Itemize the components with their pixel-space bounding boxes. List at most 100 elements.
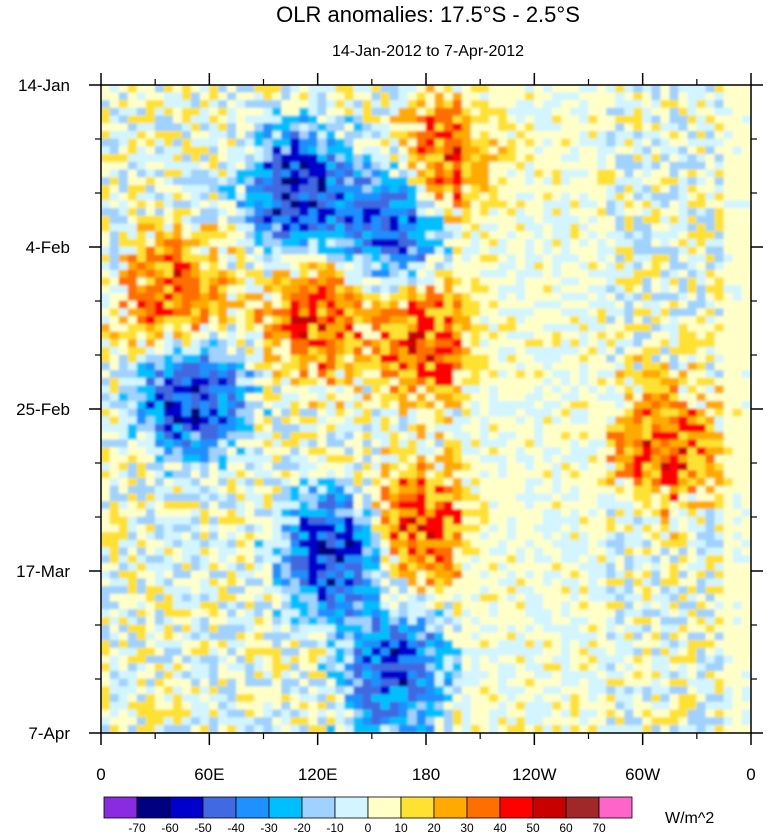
heatmap-cell bbox=[335, 215, 346, 225]
heatmap-cell bbox=[552, 292, 562, 302]
heatmap-cell bbox=[732, 447, 743, 456]
heatmap-cell bbox=[236, 478, 246, 487]
heatmap-cell bbox=[353, 292, 364, 302]
heatmap-cell bbox=[335, 238, 346, 248]
heatmap-cell bbox=[515, 439, 526, 448]
heatmap-cell bbox=[200, 100, 210, 109]
heatmap-cell bbox=[344, 192, 355, 202]
heatmap-cell bbox=[479, 570, 490, 580]
heatmap-cell bbox=[380, 370, 391, 379]
heatmap-cell bbox=[218, 285, 228, 294]
heatmap-cell bbox=[209, 431, 219, 441]
heatmap-cell bbox=[732, 501, 743, 510]
heatmap-cell bbox=[398, 92, 409, 101]
heatmap-cell bbox=[425, 215, 436, 225]
heatmap-cell bbox=[615, 562, 625, 572]
heatmap-cell bbox=[335, 85, 346, 94]
heatmap-cell bbox=[452, 377, 463, 387]
heatmap-cell bbox=[534, 115, 544, 124]
heatmap-cell bbox=[281, 508, 291, 518]
heatmap-cell bbox=[561, 285, 571, 294]
heatmap-cell bbox=[190, 316, 201, 325]
heatmap-cell bbox=[190, 385, 201, 394]
heatmap-cell bbox=[723, 100, 734, 109]
heatmap-cell bbox=[227, 393, 237, 402]
heatmap-cell bbox=[525, 385, 535, 394]
heatmap-cell bbox=[190, 246, 201, 256]
heatmap-cell bbox=[705, 138, 716, 148]
heatmap-cell bbox=[669, 238, 680, 248]
heatmap-cell bbox=[534, 408, 544, 418]
heatmap-cell bbox=[488, 300, 499, 310]
heatmap-cell bbox=[416, 593, 427, 603]
heatmap-cell bbox=[181, 115, 192, 124]
heatmap-cell bbox=[515, 601, 526, 610]
heatmap-cell bbox=[633, 85, 643, 94]
heatmap-cell bbox=[579, 285, 589, 294]
heatmap-cell bbox=[534, 508, 544, 518]
heatmap-cell bbox=[714, 169, 725, 178]
heatmap-cell bbox=[163, 424, 174, 433]
heatmap-cell bbox=[687, 532, 698, 541]
heatmap-cell bbox=[651, 123, 662, 132]
heatmap-cell bbox=[425, 508, 436, 518]
heatmap-cell bbox=[525, 586, 535, 595]
heatmap-cell bbox=[398, 316, 409, 325]
heatmap-cell bbox=[227, 292, 237, 302]
heatmap-cell bbox=[227, 609, 237, 618]
heatmap-cell bbox=[398, 447, 409, 456]
heatmap-cell bbox=[290, 616, 300, 626]
heatmap-cell bbox=[561, 593, 571, 603]
heatmap-cell bbox=[163, 85, 174, 94]
heatmap-cell bbox=[515, 192, 526, 202]
heatmap-cell bbox=[425, 285, 436, 294]
heatmap-cell bbox=[633, 601, 643, 610]
heatmap-cell bbox=[443, 100, 454, 109]
heatmap-cell bbox=[154, 616, 165, 626]
heatmap-cell bbox=[642, 92, 652, 101]
heatmap-cell bbox=[245, 370, 255, 379]
heatmap-cell bbox=[714, 470, 725, 479]
heatmap-cell bbox=[579, 609, 589, 618]
heatmap-cell bbox=[561, 416, 571, 425]
heatmap-cell bbox=[163, 269, 174, 279]
heatmap-cell bbox=[497, 107, 508, 117]
heatmap-cell bbox=[434, 609, 445, 618]
heatmap-cell bbox=[741, 501, 751, 510]
heatmap-cell bbox=[181, 354, 192, 364]
heatmap-cell bbox=[154, 215, 165, 225]
heatmap-cell bbox=[479, 308, 490, 317]
heatmap-cell bbox=[362, 346, 373, 356]
heatmap-cell bbox=[651, 177, 662, 186]
heatmap-cell bbox=[669, 555, 680, 564]
heatmap-cell bbox=[263, 262, 273, 271]
heatmap-cell bbox=[470, 377, 481, 387]
heatmap-cell bbox=[570, 262, 580, 271]
heatmap-cell bbox=[245, 308, 255, 317]
heatmap-cell bbox=[299, 316, 309, 325]
heatmap-cell bbox=[362, 123, 373, 132]
heatmap-cell bbox=[353, 138, 364, 148]
heatmap-cell bbox=[669, 447, 680, 456]
heatmap-cell bbox=[118, 439, 129, 448]
heatmap-cell bbox=[290, 609, 300, 618]
heatmap-cell bbox=[362, 192, 373, 202]
heatmap-cell bbox=[272, 154, 282, 163]
heatmap-cell bbox=[741, 192, 751, 202]
heatmap-cell bbox=[506, 393, 517, 402]
heatmap-cell bbox=[227, 586, 237, 595]
heatmap-cell bbox=[163, 285, 174, 294]
heatmap-cell bbox=[687, 223, 698, 232]
heatmap-cell bbox=[579, 408, 589, 418]
heatmap-cell bbox=[326, 300, 337, 310]
heatmap-cell bbox=[308, 408, 318, 418]
heatmap-cell bbox=[497, 555, 508, 564]
heatmap-cell bbox=[163, 562, 174, 572]
heatmap-cell bbox=[443, 570, 454, 580]
heatmap-cell bbox=[308, 501, 318, 510]
heatmap-cell bbox=[389, 192, 400, 202]
heatmap-cell bbox=[534, 238, 544, 248]
heatmap-cell bbox=[714, 254, 725, 263]
heatmap-cell bbox=[209, 146, 219, 155]
heatmap-cell bbox=[705, 593, 716, 603]
